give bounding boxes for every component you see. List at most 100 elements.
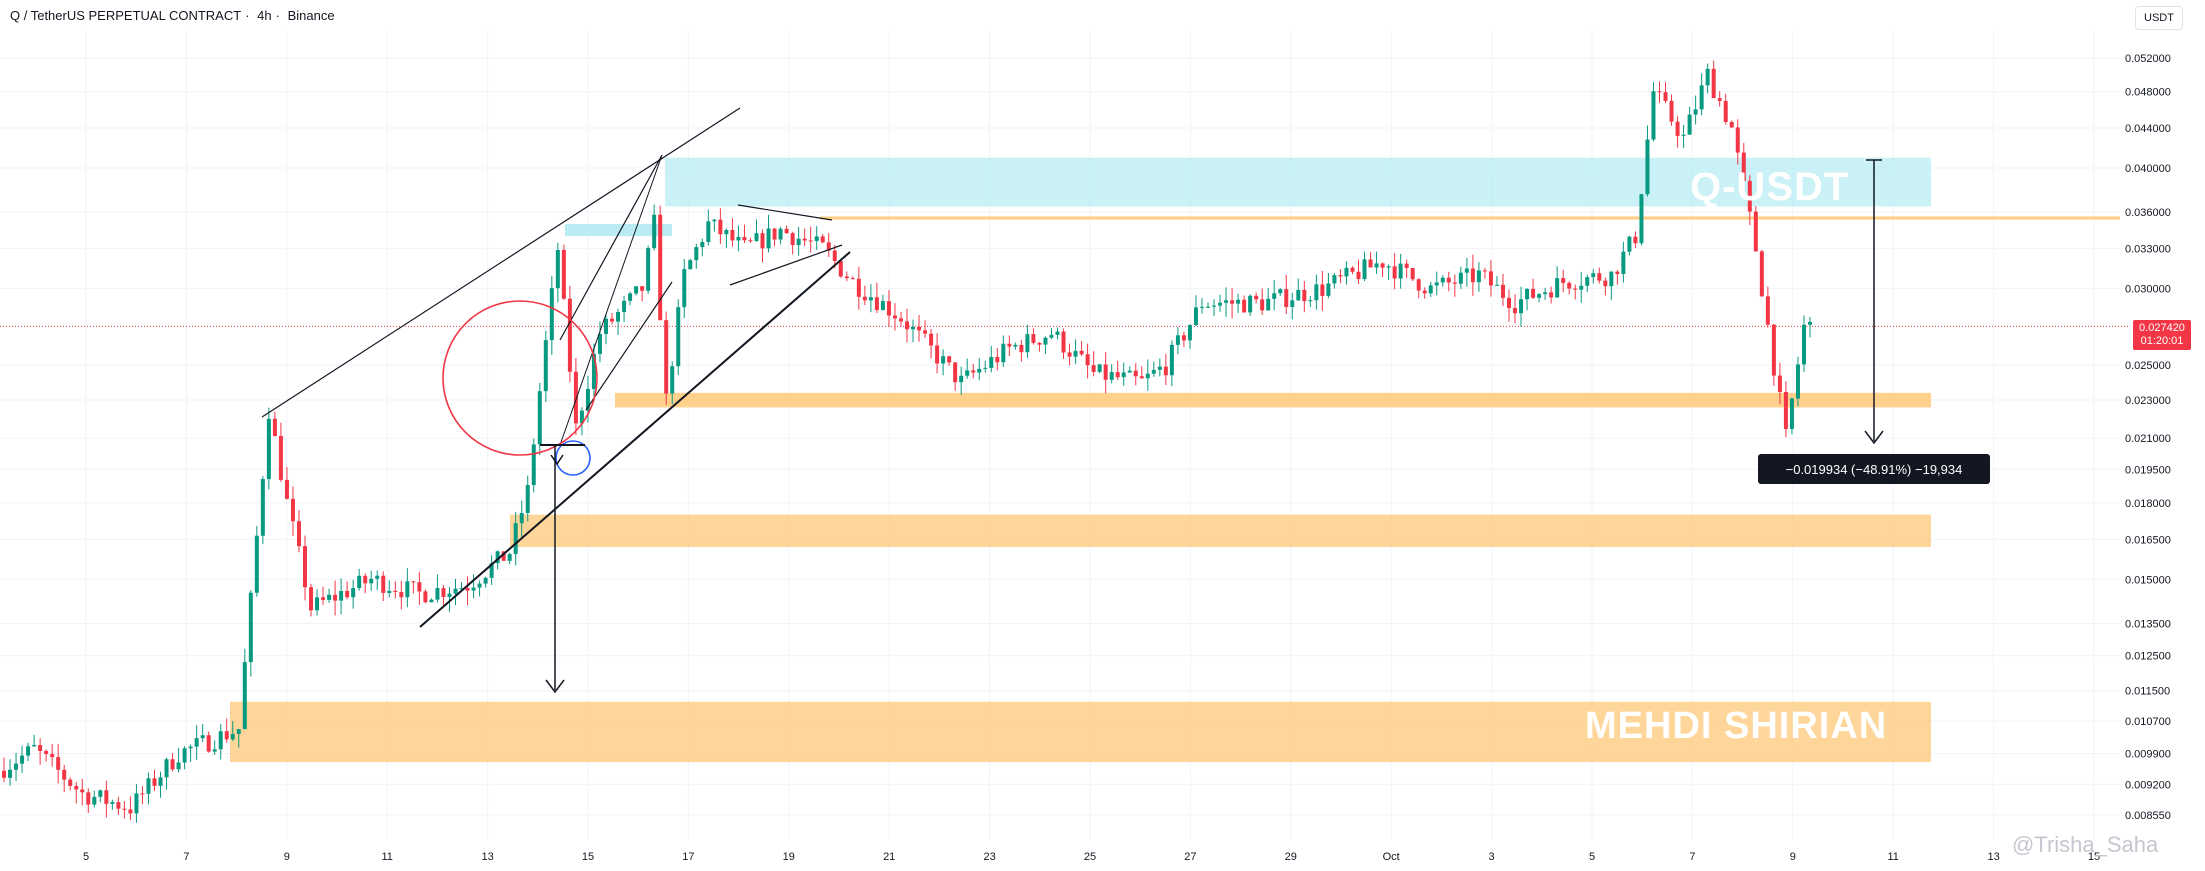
candle-body [507, 554, 512, 561]
candle-body [724, 230, 729, 235]
candle-body [1212, 305, 1217, 307]
candle-body [1687, 114, 1692, 135]
candle-body [483, 577, 488, 584]
candle-body [694, 247, 699, 261]
candle-body [345, 590, 350, 598]
candle-body [1007, 343, 1012, 347]
wedge-line-a[interactable] [559, 154, 663, 341]
candle-body [646, 248, 651, 291]
candle-body [8, 769, 13, 778]
candle-body [1043, 337, 1048, 345]
candle-body [56, 757, 61, 770]
candle-body [730, 230, 735, 241]
candle-body [1157, 366, 1162, 370]
candle-body [513, 523, 518, 555]
time-tick-label: 19 [783, 851, 795, 863]
candle-body [802, 238, 807, 241]
candle-body [363, 575, 368, 584]
candle-body [826, 242, 831, 251]
candle-body [447, 593, 452, 597]
candle-body [116, 802, 121, 809]
flag-pole-line[interactable] [559, 154, 663, 446]
upper-trendline[interactable] [261, 107, 741, 418]
candle-body [315, 597, 320, 611]
candle-body [1693, 109, 1698, 115]
candle-body [929, 333, 934, 346]
candle-body [658, 214, 663, 321]
candle-body [1464, 268, 1469, 273]
candle-body [1513, 308, 1518, 314]
candle-body [1494, 284, 1499, 286]
candle-body [706, 221, 711, 242]
candle-body [98, 790, 103, 797]
candle-body [501, 551, 506, 561]
drawing-tools[interactable] [261, 107, 1884, 694]
candle-body [303, 546, 307, 588]
candle-body [1037, 342, 1042, 345]
candle-body [134, 793, 139, 814]
time-tick-label: 5 [83, 851, 89, 863]
candle-body [1561, 278, 1566, 283]
candle-body [1741, 152, 1746, 181]
candle-body [1669, 100, 1674, 122]
candle-body [423, 591, 428, 603]
candle-body [760, 233, 765, 249]
candle-body [1729, 121, 1734, 128]
candle-body [1507, 297, 1511, 309]
candle-body [1290, 300, 1295, 307]
candle-body [1549, 292, 1554, 298]
candle-body [585, 388, 590, 411]
candle-body [1645, 139, 1650, 195]
chart-zones [0, 157, 2130, 763]
candle-body [634, 286, 639, 294]
candle-body [1717, 98, 1722, 101]
candle-body [441, 588, 446, 597]
small-arrow-head [550, 454, 564, 466]
candle-body [1681, 134, 1686, 136]
candle-body [1296, 289, 1301, 301]
currency-unit-button[interactable]: USDT [2135, 6, 2183, 30]
candle-body [1091, 365, 1096, 372]
bar-countdown: 01:20:01 [2140, 335, 2184, 347]
candle-body [754, 233, 759, 241]
candle-body [892, 315, 897, 319]
candle-body [1163, 366, 1168, 376]
candle-body [1765, 296, 1770, 325]
candle-body [543, 340, 548, 392]
candle-body [140, 793, 145, 795]
flag-line-top[interactable] [737, 204, 833, 221]
lower-trendline[interactable] [419, 251, 851, 628]
highlight-circle-red[interactable] [442, 300, 598, 456]
candle-body [1097, 364, 1102, 372]
candle-body [628, 293, 633, 301]
interval-label[interactable]: 4h [257, 8, 272, 23]
highlight-circle-blue[interactable] [555, 440, 591, 476]
candle-body [790, 233, 795, 246]
time-tick-label: 7 [1689, 851, 1695, 863]
candle-body [1398, 263, 1403, 279]
candle-body [465, 588, 470, 591]
supply-zone-upper [665, 157, 1931, 207]
candle-body [254, 535, 259, 593]
candle-body [736, 236, 741, 241]
demand-zone-010 [230, 701, 1931, 763]
candle-body [670, 366, 675, 394]
candle-body [1615, 271, 1620, 274]
projection-arrow-right-head [1864, 430, 1884, 445]
candle-body [1103, 364, 1108, 380]
candle-body [1422, 290, 1427, 294]
candle-body [1139, 376, 1144, 379]
candle-body [640, 286, 645, 291]
price-tick-label: 0.040000 [2125, 163, 2171, 175]
flag-line-bottom[interactable] [729, 244, 843, 286]
current-price-value: 0.027420 [2139, 322, 2185, 334]
candle-body [531, 444, 536, 486]
demand-zone-023 [615, 392, 1931, 408]
time-tick-label: 15 [2088, 851, 2100, 863]
candle-body [387, 590, 392, 593]
wedge-line-b[interactable] [585, 281, 673, 411]
candle-body [405, 581, 410, 598]
candle-body [935, 345, 940, 364]
candle-body [1272, 293, 1277, 299]
